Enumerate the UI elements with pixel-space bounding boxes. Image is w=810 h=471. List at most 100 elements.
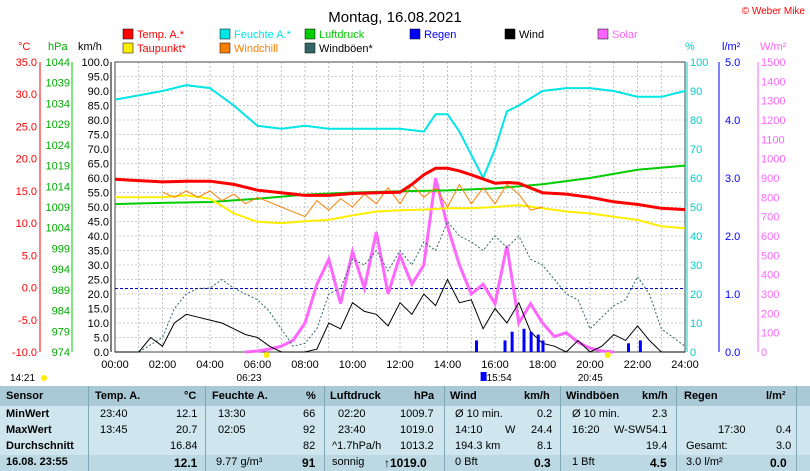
rain-unit-label: l/m²: [722, 41, 741, 53]
hum-tick-label: 90: [690, 86, 702, 98]
temp-tick-label: 15.0: [16, 186, 37, 198]
temp-tick-label: 10.0: [16, 218, 37, 230]
solar-tick-label: 200: [761, 308, 779, 320]
press-tick-label: 994: [52, 264, 70, 276]
header-temp-unit: °C: [184, 390, 197, 402]
current-time-label: 14:21: [10, 373, 35, 384]
max-rain-time: 17:30: [718, 424, 746, 436]
rain-bar: [475, 340, 478, 352]
press-tick-label: 1024: [46, 140, 70, 152]
series-gust: [115, 220, 686, 353]
press-tick-label: 989: [52, 285, 70, 297]
temp-tick-label: 20.0: [16, 154, 37, 166]
solar-tick-label: 700: [761, 212, 779, 224]
x-tick-label: 14:00: [434, 359, 462, 371]
sunrise-label: 06:23: [237, 373, 262, 384]
hum-tick-label: 40: [690, 231, 702, 243]
rain-tick-label: 0.0: [725, 347, 740, 359]
column-separator: [324, 386, 325, 471]
header-rain: Regen: [684, 390, 718, 402]
avg-press: 1013.2: [400, 440, 434, 452]
wind-tick-label: 55.0: [88, 188, 109, 200]
max-wind-time: 14:10: [455, 424, 483, 436]
wind-tick-label: 100.0: [81, 57, 109, 69]
wind-unit-label: km/h: [78, 41, 102, 53]
temp-tick-label: 35.0: [16, 57, 37, 69]
hum-tick-label: 70: [690, 144, 702, 156]
x-tick-label: 02:00: [149, 359, 177, 371]
series-windchill: [162, 183, 543, 218]
table-row-max: MaxWert 13:45 20.7 02:05 92 23:40 1019.0…: [0, 423, 810, 439]
hum-tick-label: 100: [690, 57, 708, 69]
x-tick-label: 18:00: [529, 359, 557, 371]
legend-label: Feuchte A.*: [234, 29, 292, 41]
solar-tick-label: 1400: [761, 76, 785, 88]
press-tick-label: 979: [52, 326, 70, 338]
header-gust-unit: km/h: [642, 390, 668, 402]
min-wind-label: Ø 10 min.: [455, 408, 503, 420]
legend-swatch: [304, 28, 316, 40]
avg-wind-dist: 194.3 km: [455, 440, 501, 452]
legend-label: Windchill: [234, 43, 278, 55]
x-tick-label: 16:00: [481, 359, 509, 371]
press-unit-label: hPa: [48, 41, 68, 53]
x-tick-label: 08:00: [291, 359, 319, 371]
sun-icon: [41, 375, 47, 381]
legend-swatch: [504, 28, 516, 40]
min-press-time: 02:20: [338, 408, 366, 420]
avg-temp: 16.84: [170, 440, 198, 452]
min-hum: 66: [303, 408, 316, 420]
series-wind: [115, 278, 685, 353]
header-sensor: Sensor: [6, 390, 44, 402]
table-header: Sensor Temp. A. °C Feuchte A. % Luftdruc…: [0, 386, 810, 406]
solar-tick-label: 1200: [761, 115, 785, 127]
press-tick-label: 974: [52, 347, 70, 359]
legend-swatch: [304, 42, 316, 54]
temp-tick-label: 5.0: [22, 250, 37, 262]
x-tick-label: 10:00: [339, 359, 367, 371]
legend-swatch: [409, 28, 421, 40]
avg-label: Durchschnitt: [6, 440, 74, 452]
avg-press-trend: ^1.7hPa/h: [332, 440, 382, 452]
wind-tick-label: 80.0: [88, 115, 109, 127]
rain-tick-label: 4.0: [725, 115, 740, 127]
header-press-unit: hPa: [414, 390, 435, 402]
min-label: MinWert: [6, 408, 50, 420]
statistics-table: Sensor Temp. A. °C Feuchte A. % Luftdruc…: [0, 386, 810, 471]
press-tick-label: 1014: [46, 181, 70, 193]
legend-swatch: [597, 28, 609, 40]
now-label: 16.08. 23:55: [6, 456, 68, 468]
chart-legend: Temp. A.* Feuchte A.* Luftdruck Regen Wind So…: [122, 28, 638, 55]
press-tick-label: 1034: [46, 98, 70, 110]
series-solar: [245, 177, 614, 354]
header-press: Luftdruck: [330, 390, 381, 402]
wind-tick-label: 5.0: [94, 333, 109, 345]
solar-tick-label: 100: [761, 328, 779, 340]
max-hum-time: 02:05: [218, 424, 246, 436]
wind-tick-label: 85.0: [88, 101, 109, 113]
now-wind-bft: 0 Bft: [455, 456, 478, 468]
wind-tick-label: 70.0: [88, 144, 109, 156]
now-press-text: sonnig: [332, 456, 365, 468]
now-hum-abs: 9.77 g/m³: [216, 456, 263, 468]
header-gust: Windböen: [566, 390, 620, 402]
table-row-average: Durchschnitt 16.84 82 ^1.7hPa/h 1013.2 1…: [0, 439, 810, 455]
temp-tick-label: 25.0: [16, 121, 37, 133]
rain-tick-label: 3.0: [725, 173, 740, 185]
solar-tick-label: 800: [761, 192, 779, 204]
column-separator: [444, 386, 445, 471]
legend-label: Solar: [612, 29, 638, 41]
now-gust-bft: 1 Bft: [572, 456, 595, 468]
min-wind: 0.2: [537, 408, 553, 420]
wind-tick-label: 20.0: [88, 289, 109, 301]
temp-unit-label: °C: [18, 41, 30, 53]
header-temp: Temp. A.: [95, 390, 141, 402]
column-separator: [560, 386, 561, 471]
legend-swatch: [122, 28, 134, 40]
wind-tick-label: 95.0: [88, 72, 109, 84]
press-tick-label: 1039: [46, 78, 70, 90]
max-gust-time: 16:20: [572, 424, 600, 436]
solar-tick-label: 1000: [761, 154, 785, 166]
min-press: 1009.7: [400, 408, 434, 420]
